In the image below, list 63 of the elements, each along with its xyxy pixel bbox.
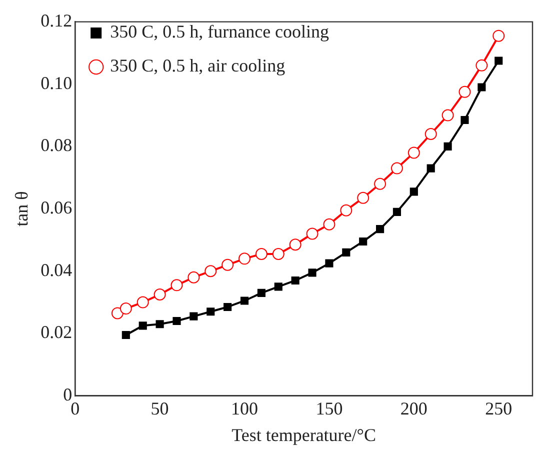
x-tick-label: 250 <box>485 398 512 418</box>
point <box>190 312 198 320</box>
point <box>478 83 486 92</box>
point <box>323 218 336 230</box>
y-tick-label: 0.06 <box>40 198 72 218</box>
point <box>494 56 503 65</box>
legend-label: 350 C, 0.5 h, furnance cooling <box>110 22 330 42</box>
y-tick-label: 0.08 <box>40 135 72 156</box>
x-tick-label: 100 <box>231 398 258 418</box>
point <box>240 296 249 305</box>
point <box>289 238 302 251</box>
point <box>460 116 469 124</box>
y-tick-label: 0 <box>63 384 72 405</box>
point <box>492 30 505 42</box>
point <box>255 248 268 260</box>
point <box>122 330 130 340</box>
x-axis-title: Test temperature/°C <box>232 424 376 445</box>
x-tick-label: 200 <box>400 398 428 418</box>
point <box>238 252 251 265</box>
point <box>306 228 318 240</box>
point <box>206 308 215 316</box>
point <box>476 59 488 72</box>
point <box>342 248 350 256</box>
point <box>170 279 183 292</box>
point <box>154 288 166 301</box>
point <box>374 178 386 190</box>
point <box>392 208 402 216</box>
point <box>120 302 132 315</box>
point <box>224 302 232 312</box>
point <box>390 162 403 174</box>
legend-label: 350 C, 0.5 h, air cooling <box>110 56 286 76</box>
point <box>458 86 471 98</box>
point <box>274 282 282 291</box>
x-tick-label: 150 <box>316 398 343 418</box>
point <box>308 268 316 277</box>
point <box>410 188 418 196</box>
point <box>424 128 437 140</box>
point <box>222 258 234 271</box>
point <box>376 225 384 234</box>
point <box>272 248 284 260</box>
point <box>426 164 435 172</box>
point <box>359 237 368 246</box>
y-tick-label: 0.10 <box>40 72 72 93</box>
y-tick-label: 0.02 <box>40 322 72 342</box>
point <box>408 146 420 159</box>
point <box>188 271 200 284</box>
x-tick-label: 50 <box>150 398 169 418</box>
point <box>156 320 164 328</box>
point <box>325 259 334 268</box>
point <box>136 296 149 308</box>
point <box>340 204 352 216</box>
point <box>172 316 181 326</box>
point <box>138 322 147 330</box>
point <box>442 109 454 122</box>
point <box>291 276 300 285</box>
point <box>444 142 452 150</box>
y-tick-label: 0.12 <box>40 10 72 31</box>
y-tick-label: 0.04 <box>40 260 72 280</box>
point <box>357 192 370 204</box>
point <box>111 307 124 320</box>
point <box>257 288 266 297</box>
point <box>204 265 217 278</box>
y-axis-title: tan θ <box>12 191 32 226</box>
